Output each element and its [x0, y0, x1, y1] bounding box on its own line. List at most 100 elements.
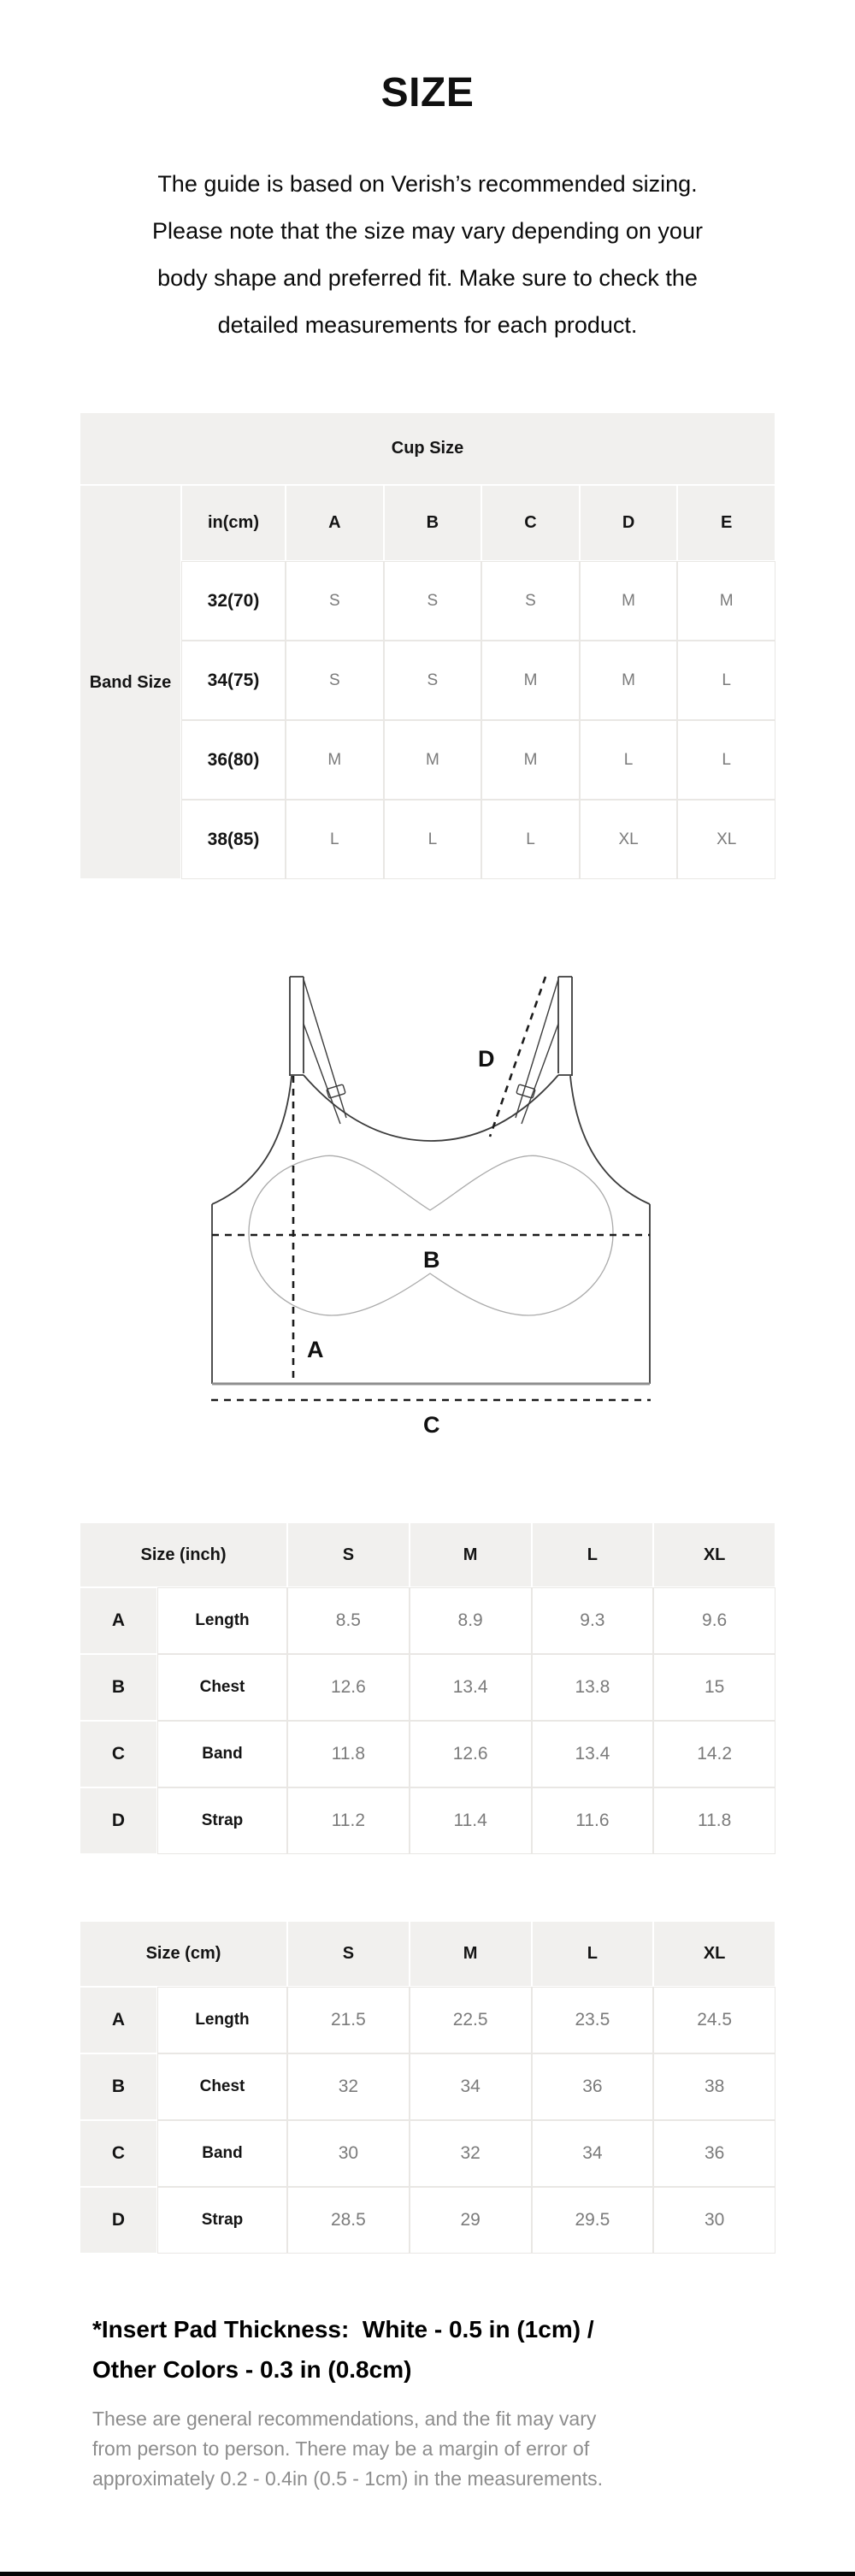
unit-column-header: in(cm) — [182, 486, 285, 560]
cup-column-header: E — [678, 486, 775, 560]
measure-value: 30 — [288, 2121, 409, 2186]
measure-value: 38 — [654, 2054, 775, 2119]
measure-value: 24.5 — [654, 1988, 775, 2053]
measure-key: D — [80, 1788, 156, 1853]
cup-column-header: C — [482, 486, 579, 560]
intro-line: body shape and preferred fit. Make sure … — [157, 265, 698, 291]
measure-value: 21.5 — [288, 1988, 409, 2053]
measure-value: 12.6 — [410, 1722, 531, 1787]
band-size-label: 34(75) — [182, 641, 285, 719]
size-column-header: S — [288, 1922, 409, 1986]
size-column-header: XL — [654, 1922, 775, 1986]
measure-name: Chest — [158, 2054, 286, 2119]
cup-size-value: L — [580, 721, 677, 799]
cup-size-value: L — [678, 721, 775, 799]
cup-size-value: L — [482, 801, 579, 878]
bra-measurement-diagram: A B C D — [211, 976, 651, 1438]
cup-size-table: Cup Size Band Size in(cm) A B C D E 32(7… — [80, 413, 775, 878]
measure-name: Length — [158, 1588, 286, 1653]
pad-thickness-note-line: Other Colors - 0.3 in (0.8cm) — [92, 2356, 412, 2383]
measure-value: 11.4 — [410, 1788, 531, 1853]
size-inch-table-header: Size (inch) — [80, 1523, 286, 1586]
cup-size-value: L — [384, 801, 481, 878]
measure-value: 23.5 — [532, 1988, 653, 2053]
measure-value: 28.5 — [288, 2188, 409, 2253]
measure-value: 11.8 — [288, 1722, 409, 1787]
diagram-label-c: C — [423, 1412, 440, 1438]
band-size-row-header: Band Size — [80, 486, 180, 878]
band-size-label: 38(85) — [182, 801, 285, 878]
measure-value: 14.2 — [654, 1722, 775, 1787]
cup-size-value: S — [286, 641, 383, 719]
measure-key: C — [80, 1722, 156, 1787]
measure-value: 30 — [654, 2188, 775, 2253]
page-title: SIZE — [380, 70, 475, 115]
measure-value: 13.4 — [410, 1655, 531, 1720]
measure-value: 29 — [410, 2188, 531, 2253]
size-cm-table: Size (cm) S M L XL A Length 21.5 22.5 23… — [80, 1922, 775, 2253]
size-column-header: L — [532, 1922, 653, 1986]
size-cm-table-header: Size (cm) — [80, 1922, 286, 1986]
cup-size-value: L — [286, 801, 383, 878]
measure-value: 9.3 — [532, 1588, 653, 1653]
measure-value: 29.5 — [532, 2188, 653, 2253]
size-column-header: XL — [654, 1523, 775, 1586]
size-column-header: M — [410, 1523, 531, 1586]
pad-thickness-note-line: *Insert Pad Thickness: White - 0.5 in (1… — [92, 2316, 594, 2343]
measure-value: 13.4 — [532, 1722, 653, 1787]
disclaimer-line: from person to person. There may be a ma… — [92, 2437, 590, 2460]
cup-column-header: A — [286, 486, 383, 560]
cup-size-value: S — [384, 562, 481, 640]
measure-value: 34 — [410, 2054, 531, 2119]
intro-line: The guide is based on Verish’s recommend… — [157, 171, 698, 197]
cup-size-value: S — [286, 562, 383, 640]
diagram-label-d: D — [478, 1046, 495, 1072]
cup-size-value: XL — [580, 801, 677, 878]
measure-value: 32 — [410, 2121, 531, 2186]
intro-line: detailed measurements for each product. — [217, 312, 638, 338]
measure-value: 32 — [288, 2054, 409, 2119]
cup-size-value: L — [678, 641, 775, 719]
cup-size-value: XL — [678, 801, 775, 878]
size-column-header: S — [288, 1523, 409, 1586]
measure-key: D — [80, 2188, 156, 2253]
disclaimer-line: approximately 0.2 - 0.4in (0.5 - 1cm) in… — [92, 2467, 603, 2490]
measure-value: 36 — [532, 2054, 653, 2119]
cup-size-value: M — [286, 721, 383, 799]
measure-key: B — [80, 1655, 156, 1720]
measure-name: Strap — [158, 1788, 286, 1853]
measure-value: 15 — [654, 1655, 775, 1720]
measure-value: 11.8 — [654, 1788, 775, 1853]
cup-size-table-header: Cup Size — [80, 413, 775, 484]
cup-size-value: S — [482, 562, 579, 640]
measure-value: 34 — [532, 2121, 653, 2186]
cup-size-value: M — [678, 562, 775, 640]
size-inch-table: Size (inch) S M L XL A Length 8.5 8.9 9.… — [80, 1523, 775, 1853]
cup-size-value: M — [580, 562, 677, 640]
measure-key: A — [80, 1988, 156, 2053]
cup-size-value: M — [482, 721, 579, 799]
measure-line-d — [488, 976, 547, 1137]
band-size-label: 32(70) — [182, 562, 285, 640]
measure-name: Band — [158, 1722, 286, 1787]
disclaimer-line: These are general recommendations, and t… — [92, 2408, 597, 2430]
cup-size-value: M — [580, 641, 677, 719]
section-divider-bar — [0, 2572, 855, 2576]
measure-value: 12.6 — [288, 1655, 409, 1720]
measure-name: Strap — [158, 2188, 286, 2253]
measure-name: Band — [158, 2121, 286, 2186]
measure-value: 11.6 — [532, 1788, 653, 1853]
intro-paragraph: The guide is based on Verish’s recommend… — [0, 161, 855, 349]
size-column-header: M — [410, 1922, 531, 1986]
measure-value: 36 — [654, 2121, 775, 2186]
measure-name: Length — [158, 1988, 286, 2053]
measure-key: C — [80, 2121, 156, 2186]
band-size-label: 36(80) — [182, 721, 285, 799]
measure-key: B — [80, 2054, 156, 2119]
intro-line: Please note that the size may vary depen… — [152, 218, 703, 244]
measure-value: 8.9 — [410, 1588, 531, 1653]
measure-value: 9.6 — [654, 1588, 775, 1653]
cup-column-header: B — [384, 486, 481, 560]
disclaimer-paragraph: These are general recommendations, and t… — [92, 2404, 795, 2494]
